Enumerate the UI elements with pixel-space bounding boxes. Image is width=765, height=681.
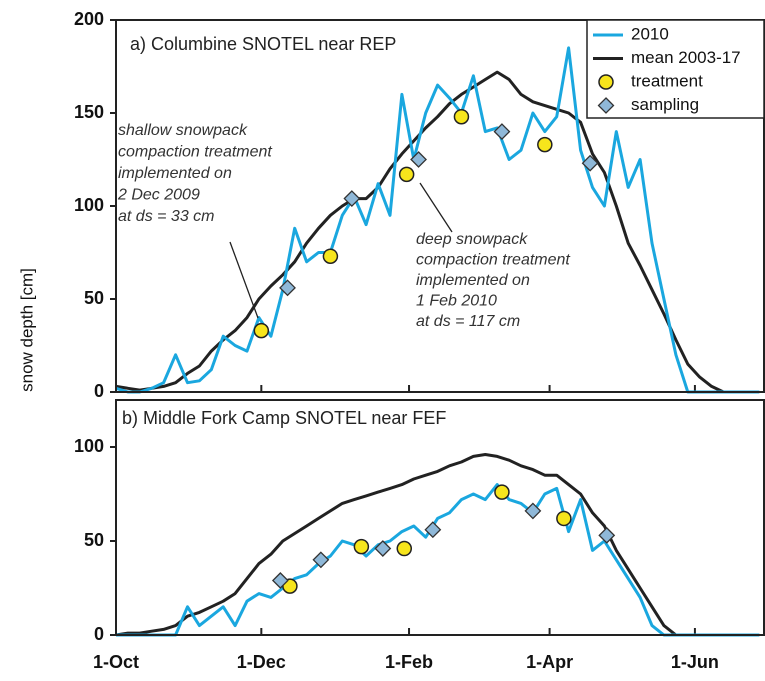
treatment-marker — [453, 108, 470, 125]
annotation-leader — [229, 241, 259, 319]
treatment-marker — [253, 322, 270, 339]
y-tick-label: 100 — [74, 195, 104, 215]
treatment-marker — [556, 510, 572, 527]
y-axis-label: snow depth [cm] — [17, 268, 36, 392]
x-tick-label: 1-Apr — [526, 652, 573, 672]
y-tick-label: 150 — [74, 102, 104, 122]
series-line — [115, 453, 760, 637]
annotation-text: at ds = 117 cm — [416, 313, 520, 330]
treatment-marker — [537, 136, 553, 153]
y-tick-label: 50 — [84, 530, 104, 550]
x-tick-label: 1-Feb — [385, 652, 433, 672]
sampling-marker — [581, 154, 599, 172]
annotation-text: compaction treatment — [416, 252, 570, 269]
y-tick-label: 50 — [84, 288, 104, 308]
series-line — [115, 46, 760, 394]
y-tick-label: 100 — [74, 436, 104, 456]
series-line — [116, 483, 760, 637]
y-tick-label: 0 — [94, 624, 104, 644]
panel-title: b) Middle Fork Camp SNOTEL near FEF — [122, 408, 446, 428]
sampling-marker — [374, 540, 392, 557]
treatment-marker — [494, 484, 510, 500]
sampling-marker — [343, 190, 361, 207]
legend-label: sampling — [631, 95, 699, 114]
treatment-marker — [322, 248, 339, 264]
treatment-marker — [398, 166, 415, 183]
treatment-marker — [598, 74, 614, 90]
sampling-marker — [597, 97, 615, 114]
sampling-marker — [424, 521, 442, 539]
sampling-marker — [598, 526, 616, 544]
legend-label: treatment — [631, 71, 703, 90]
sampling-marker — [524, 502, 542, 520]
x-tick-label: 1-Oct — [93, 652, 139, 672]
sampling-marker — [312, 551, 330, 569]
y-tick-label: 200 — [74, 9, 104, 29]
x-tick-label: 1-Dec — [237, 652, 286, 672]
annotation-text: at ds = 33 cm — [118, 208, 215, 225]
annotation-text: 1 Feb 2010 — [416, 293, 497, 310]
annotation-text: implemented on — [416, 272, 530, 289]
sampling-marker — [271, 572, 289, 589]
annotation-text: 2 Dec 2009 — [117, 187, 200, 204]
panel-title: a) Columbine SNOTEL near REP — [130, 34, 396, 54]
x-tick-label: 1-Jun — [671, 652, 719, 672]
sampling-marker — [493, 123, 511, 141]
legend-label: 2010 — [631, 24, 669, 43]
annotation-text: compaction treatment — [118, 144, 272, 161]
annotation-text: implemented on — [118, 165, 232, 182]
sampling-marker — [279, 279, 296, 297]
sampling-marker — [410, 151, 427, 168]
y-tick-label: 0 — [94, 381, 104, 401]
treatment-marker — [396, 540, 413, 557]
legend-label: mean 2003-17 — [631, 48, 741, 67]
plot-frame — [115, 19, 765, 393]
annotation-leader — [419, 182, 453, 233]
annotation-text: deep snowpack — [416, 231, 528, 248]
treatment-marker — [353, 538, 370, 555]
annotation-text: shallow snowpack — [118, 122, 248, 139]
plot-frame — [115, 399, 765, 636]
